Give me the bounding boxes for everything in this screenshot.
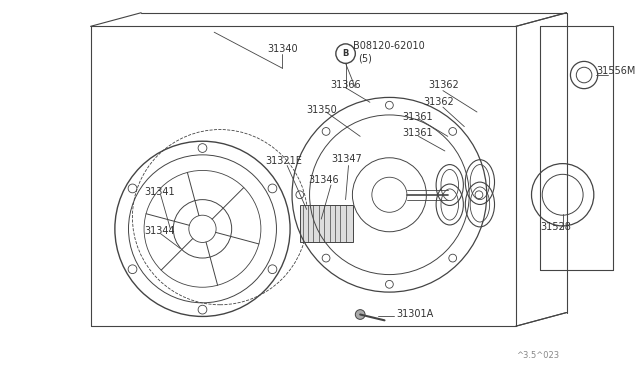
Text: 31556M: 31556M bbox=[596, 66, 636, 76]
Text: 31366: 31366 bbox=[330, 80, 361, 90]
Text: 31340: 31340 bbox=[268, 44, 298, 54]
Text: 31347: 31347 bbox=[331, 154, 362, 164]
Text: ^3.5^023: ^3.5^023 bbox=[516, 351, 559, 360]
Text: B08120-62010: B08120-62010 bbox=[353, 41, 425, 51]
Text: 31361: 31361 bbox=[402, 112, 433, 122]
Text: (5): (5) bbox=[358, 54, 372, 64]
Text: 31344: 31344 bbox=[144, 226, 175, 236]
Text: 31361: 31361 bbox=[402, 128, 433, 138]
Circle shape bbox=[355, 310, 365, 320]
Text: 31341: 31341 bbox=[144, 187, 175, 197]
Text: 31350: 31350 bbox=[307, 105, 337, 115]
Text: 31362: 31362 bbox=[428, 80, 459, 90]
Text: B: B bbox=[342, 49, 349, 58]
Text: 31301A: 31301A bbox=[396, 310, 433, 320]
Bar bbox=[300, 205, 353, 243]
Text: 31362: 31362 bbox=[424, 97, 454, 107]
Text: 31321E: 31321E bbox=[266, 156, 303, 166]
Text: 31528: 31528 bbox=[540, 222, 571, 232]
Text: 31346: 31346 bbox=[308, 175, 339, 185]
